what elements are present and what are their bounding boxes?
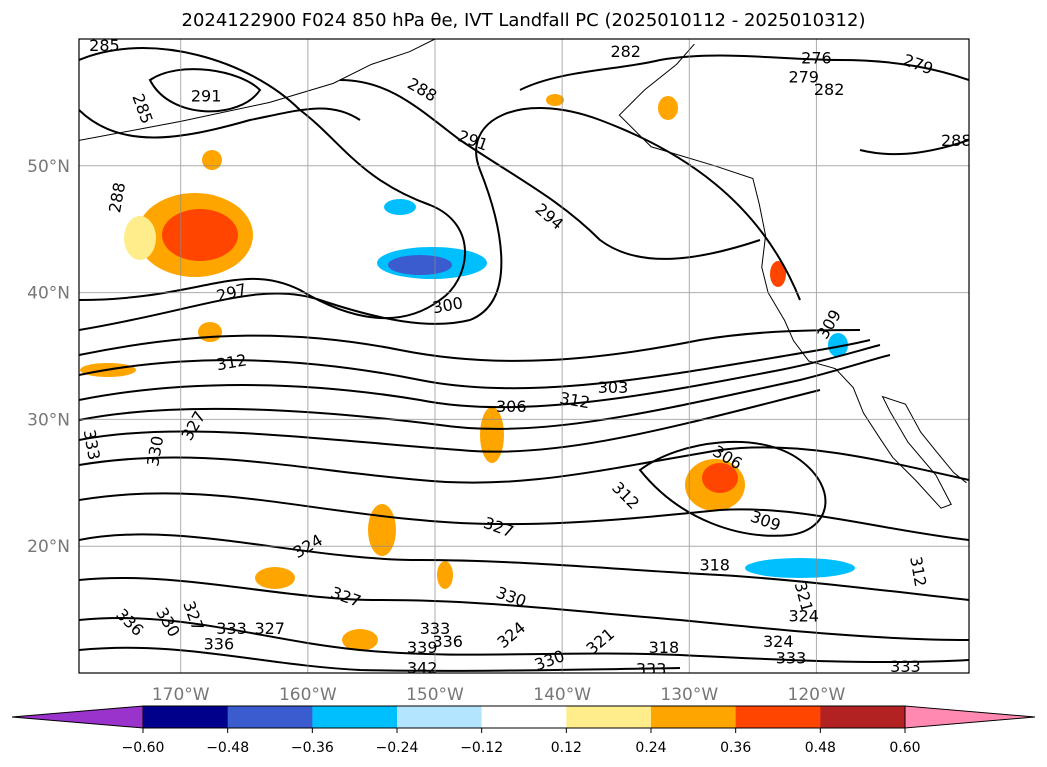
- colorbar-bin: [312, 706, 398, 728]
- contour-label: 288: [105, 181, 129, 214]
- contour-label: 300: [431, 293, 464, 317]
- lon-tick-label: 170°W: [152, 685, 210, 705]
- contour-label: 306: [496, 397, 527, 416]
- contour-label: 291: [191, 87, 222, 106]
- contour-label: 336: [112, 605, 147, 640]
- colorbar-bin: [227, 706, 313, 728]
- colorbar-bin: [481, 706, 567, 728]
- contour-label: 312: [906, 555, 930, 588]
- lon-tick-label: 150°W: [406, 685, 464, 705]
- contour-label: 318: [649, 638, 680, 657]
- contour-label: 327: [328, 583, 363, 611]
- contour-label: 285: [128, 91, 156, 126]
- colorbar-tick-label: −0.12: [460, 740, 503, 756]
- contour-label: 312: [215, 350, 248, 374]
- map-title: 2024122900 F024 850 hPa θe, IVT Landfall…: [181, 10, 866, 31]
- gridlines: [79, 39, 969, 673]
- contour-label: 327: [178, 408, 210, 444]
- shading-layer: [80, 94, 855, 651]
- contour-label: 342: [407, 658, 438, 677]
- colorbar-bin: [651, 706, 737, 728]
- colorbar-over-arrow: [904, 705, 1036, 729]
- contour-label: 288: [941, 131, 972, 150]
- colorbar-tick-label: 0.24: [635, 740, 666, 756]
- contour-label: 336: [432, 632, 463, 651]
- colorbar-tick-label: 0.60: [889, 740, 920, 756]
- contour-label: 339: [407, 638, 438, 657]
- colorbar: −0.60 −0.48 −0.36 −0.24 −0.12 0.12 0.24 0.36 0.4…: [11, 705, 1036, 756]
- latitude-ticks: 50°N 40°N 30°N 20°N: [27, 157, 70, 557]
- contour-label: 276: [801, 49, 832, 68]
- colorbar-tick-label: 0.36: [720, 740, 751, 756]
- colorbar-bin: [397, 706, 483, 728]
- lat-tick-label: 50°N: [27, 157, 70, 177]
- colorbar-bin: [143, 706, 229, 728]
- contour-label: 333: [420, 619, 451, 638]
- colorbar-tick-label: −0.36: [291, 740, 334, 756]
- colorbar-bin: [820, 706, 906, 728]
- contour-label: 327: [254, 619, 285, 638]
- contour-label: 333: [636, 660, 667, 679]
- contour-label: 312: [608, 478, 643, 513]
- contour-label: 333: [80, 428, 104, 461]
- contour-layer: [79, 47, 969, 672]
- contour-label: 327: [481, 513, 516, 541]
- contour-label: 333: [776, 648, 807, 667]
- contour-label: 324: [788, 606, 819, 625]
- contour-label: 336: [204, 634, 235, 653]
- colorbar-frame: [142, 705, 906, 729]
- colorbar-under-arrow: [11, 705, 144, 729]
- lon-tick-label: 120°W: [788, 685, 846, 705]
- contour-label: 312: [558, 388, 591, 412]
- contour-label: 279: [788, 68, 819, 87]
- contour-label: 324: [763, 632, 794, 651]
- map-frame: [78, 38, 970, 674]
- coastline-alaska: [79, 39, 436, 141]
- colorbar-tick-label: 0.48: [805, 740, 836, 756]
- contour-label: 330: [152, 604, 184, 640]
- colorbar-tick-label: −0.48: [206, 740, 249, 756]
- contour-label: 333: [216, 619, 247, 638]
- contour-label: 291: [456, 126, 491, 154]
- colorbar-bin: [735, 706, 821, 728]
- lon-tick-label: 130°W: [660, 685, 718, 705]
- lat-tick-label: 30°N: [27, 410, 70, 430]
- contour-label: 282: [814, 80, 845, 99]
- contour-label: 279: [901, 50, 936, 78]
- lat-tick-label: 20°N: [27, 537, 70, 557]
- contour-label: 324: [493, 618, 529, 652]
- contour-label: 333: [890, 657, 921, 676]
- contour-label: 303: [598, 378, 629, 397]
- colorbar-tick-label: −0.24: [376, 740, 419, 756]
- contour-label: 282: [610, 42, 641, 61]
- contour-label: 330: [143, 434, 167, 467]
- colorbar-tick-label: 0.12: [551, 740, 582, 756]
- lon-tick-label: 140°W: [533, 685, 591, 705]
- lat-tick-label: 40°N: [27, 284, 70, 304]
- colorbar-tick-label: −0.60: [122, 740, 165, 756]
- lon-tick-label: 160°W: [279, 685, 337, 705]
- longitude-ticks: 170°W 160°W 150°W 140°W 130°W 120°W: [152, 685, 846, 705]
- contour-label: 285: [89, 36, 120, 55]
- contour-label: 318: [699, 556, 730, 575]
- contour-label: 330: [494, 583, 529, 611]
- colorbar-bin: [566, 706, 652, 728]
